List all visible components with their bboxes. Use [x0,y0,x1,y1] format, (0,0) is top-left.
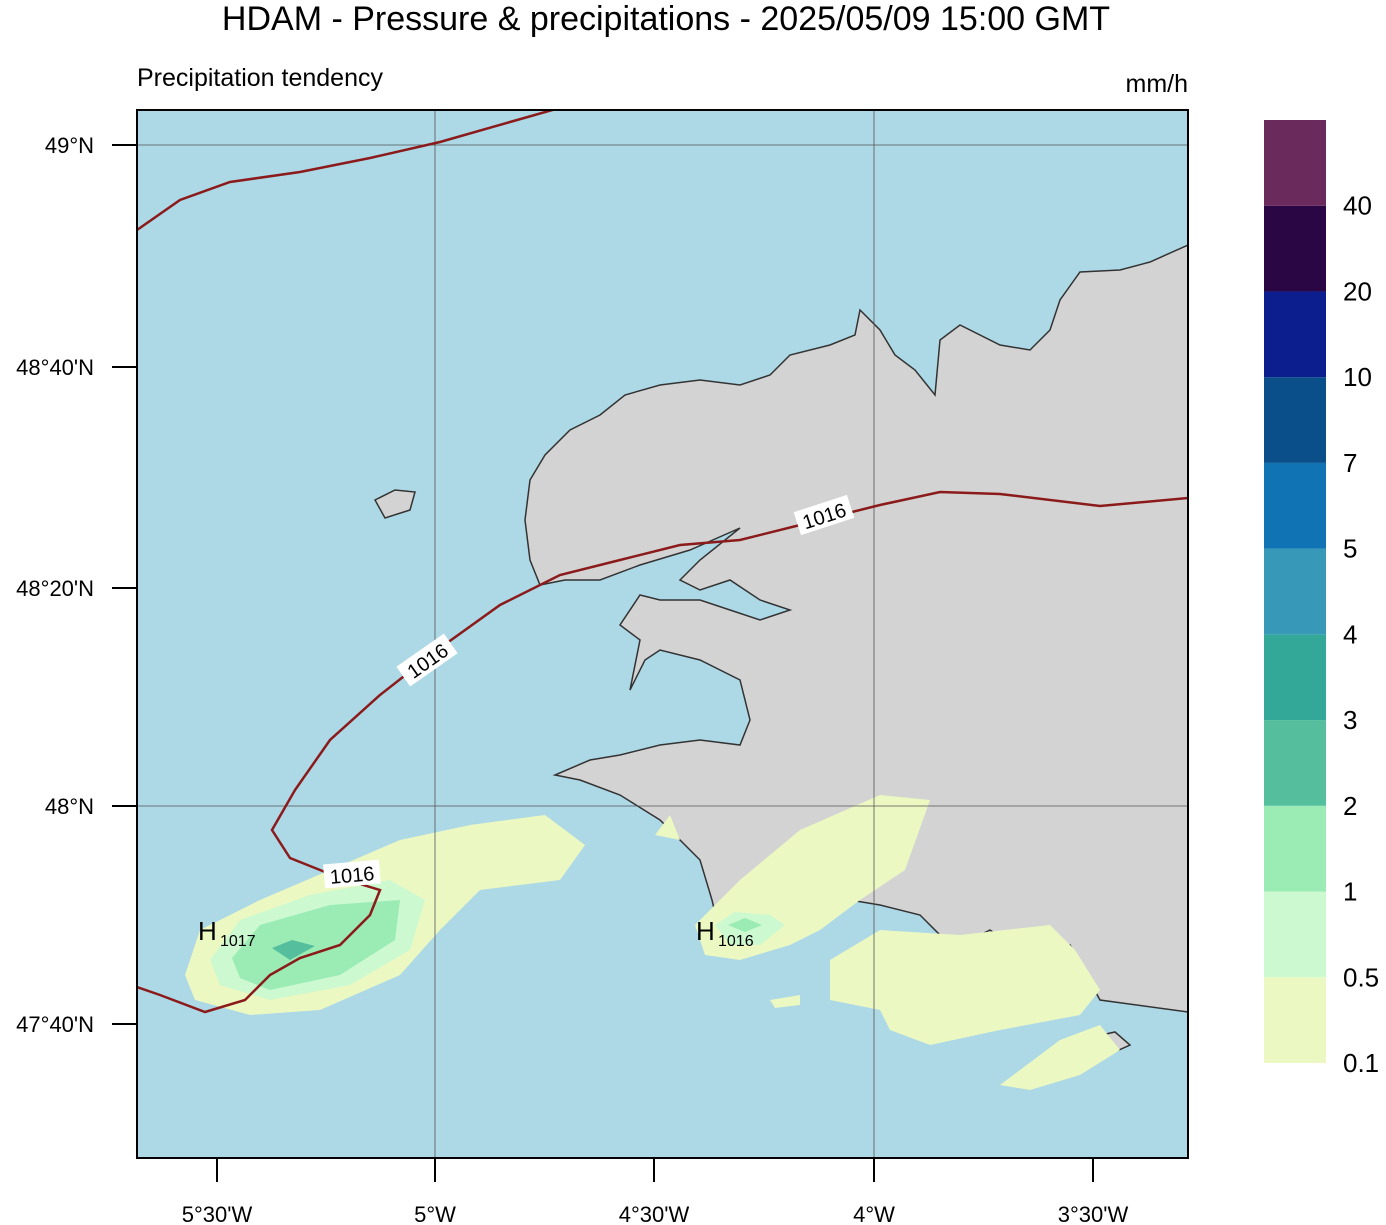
island [373,489,416,519]
lon-tick-label: 3°30'W [1058,1202,1129,1225]
colorbar-label: 0.5 [1343,962,1379,992]
colorbar-label: 1 [1343,877,1357,907]
lon-tick-label: 5°W [414,1202,456,1225]
colorbar-label: 5 [1343,534,1357,564]
map-area: 1016 1016 1016 H 1017 H 1016 [137,110,1188,1158]
lat-tick-label: 48°20'N [16,576,94,601]
precipitation [185,795,1120,1090]
lon-tick-label: 5°30'W [182,1202,253,1225]
lat-tick-label: 49°N [45,133,94,158]
isobar-label: 1016 [329,863,375,889]
colorbar-segment [1264,805,1326,892]
colorbar-label: 0.1 [1343,1048,1379,1078]
lat-tick-label: 48°40'N [16,355,94,380]
lat-tick-label: 47°40'N [16,1012,94,1037]
colorbar-segment [1264,634,1326,721]
colorbar-label: 3 [1343,705,1357,735]
isobar [137,110,1188,1014]
colorbar-label: 10 [1343,362,1372,392]
colorbar: 0.1 0.5 1 2 3 4 5 7 10 20 40 [1264,120,1379,1078]
high-value: 1016 [718,933,754,950]
high-letter: H [696,916,715,946]
title: HDAM - Pressure & precipitations - 2025/… [222,0,1110,38]
colorbar-segment [1264,205,1326,292]
colorbar-segment [1264,548,1326,635]
colorbar-label: 40 [1343,191,1372,221]
unit: mm/h [1126,70,1189,98]
colorbar-segment [1264,462,1326,549]
colorbar-label: 7 [1343,448,1357,478]
subtitle: Precipitation tendency [137,64,383,92]
lon-tick-label: 4°30'W [619,1202,690,1225]
grid [137,110,1188,1158]
colorbar-segment [1264,377,1326,463]
high-value: 1017 [220,933,256,950]
colorbar-label: 2 [1343,791,1357,821]
axes: 49°N 48°40'N 48°20'N 48°N 47°40'N 5°30'W 5°W 4°… [16,133,1128,1225]
colorbar-segment [1264,120,1326,206]
high-letter: H [198,916,217,946]
lat-tick-label: 48°N [45,794,94,819]
colorbar-segment [1264,891,1326,978]
frame [136,109,1189,1159]
colorbar-segment [1264,291,1326,378]
colorbar-label: 4 [1343,619,1357,649]
lon-tick-label: 4°W [853,1202,895,1225]
colorbar-segment [1264,977,1326,1063]
colorbar-segment [1264,720,1326,806]
colorbar-label: 20 [1343,276,1372,306]
